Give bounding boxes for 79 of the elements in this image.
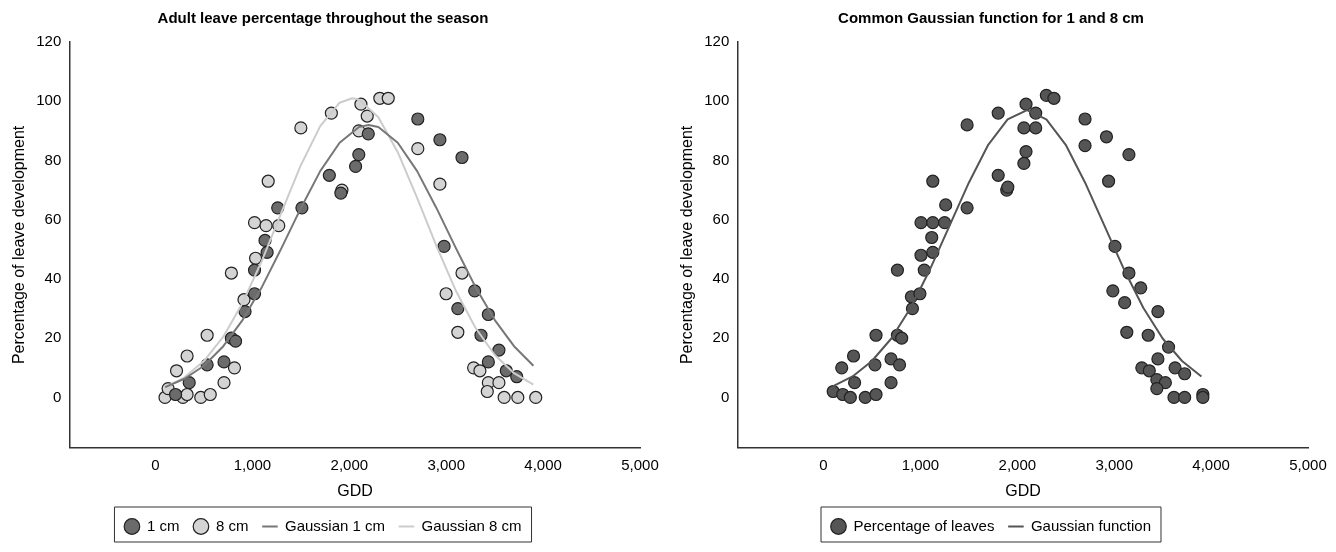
y-axis-title: Percentage of leave development [10,125,28,365]
legend-label: 1 cm [146,516,180,534]
point [249,251,263,265]
x-tick-label: 3,000 [427,455,465,473]
point [180,387,194,402]
x-tick-label: 2,000 [330,455,369,473]
y-tick-label: 20 [712,328,730,346]
point [169,364,184,378]
chart-title: Common Gaussian function for 1 and 8 cm [838,9,1144,27]
x-tick-label: 4,000 [524,455,562,473]
point [182,376,196,390]
point [492,343,506,357]
point [437,239,451,253]
point [360,109,374,123]
point [224,266,238,280]
x-tick-label: 1,000 [233,455,272,473]
point [217,376,231,390]
point [481,355,495,369]
y-tick-label: 100 [36,91,62,109]
x-tick-label: 5,000 [621,455,659,473]
point [455,266,469,280]
y-tick-label: 80 [44,150,62,168]
point [492,376,506,390]
y-tick-label: 20 [44,328,62,346]
legend-label: Gaussian 1 cm [284,516,386,534]
legend-label: 8 cm [215,516,249,534]
point [168,387,183,402]
point [511,390,525,405]
point [322,168,336,182]
chart-title: Adult leave percentage throughout the season [157,9,489,27]
point [294,121,308,135]
point [203,387,217,402]
x-tick-label: 0 [819,455,828,473]
point [497,390,511,405]
y-tick-label: 120 [36,32,62,50]
point [261,174,275,188]
y-tick-label: 40 [44,269,62,287]
legend-label: Gaussian function [1030,516,1151,534]
point [455,150,469,165]
point [451,325,465,339]
x-tick-label: 5,000 [1289,455,1327,473]
point [228,334,243,348]
point [349,159,363,174]
point [473,364,487,378]
point [200,328,214,342]
point [433,133,447,147]
point [227,361,242,375]
y-tick-label: 60 [44,209,62,227]
y-axis-title: Percentage of leave development [678,125,696,365]
x-axis-title: GDD [337,481,373,499]
legend-label: Percentage of leaves [853,516,995,534]
x-tick-label: 3,000 [1095,455,1133,473]
point [259,219,273,233]
y-tick-label: 120 [704,32,730,50]
y-tick-label: 40 [712,269,730,287]
point [529,390,543,405]
point [361,127,375,141]
x-tick-label: 1,000 [901,455,940,473]
point [381,91,395,105]
point [411,142,425,156]
point [480,384,494,399]
point [433,177,447,191]
point [411,112,425,126]
point [217,355,231,369]
x-tick-label: 2,000 [998,455,1037,473]
y-tick-label: 60 [712,209,730,227]
x-tick-label: 4,000 [1192,455,1230,473]
point [451,301,465,316]
y-tick-label: 100 [704,91,730,109]
y-tick-label: 0 [52,387,62,405]
point [439,287,453,301]
y-tick-label: 0 [720,387,730,405]
x-tick-label: 0 [151,455,160,473]
legend-label: Gaussian 8 cm [421,516,522,534]
point [180,349,194,363]
point [352,147,366,162]
point [247,216,262,230]
y-tick-label: 80 [712,150,730,168]
x-axis-title: GDD [1005,481,1041,499]
